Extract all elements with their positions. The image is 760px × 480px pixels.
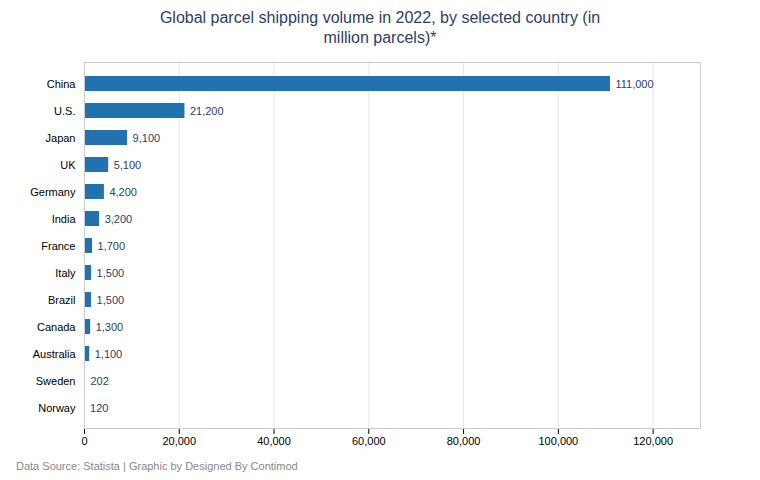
svg-text:Sweden: Sweden [36, 375, 76, 387]
svg-text:Norway: Norway [38, 402, 76, 414]
svg-text:1,100: 1,100 [95, 348, 123, 360]
svg-text:Germany: Germany [30, 186, 76, 198]
html-text:Data Source: Statista | Graphi: Data Source: Statista | Graphic by Desig… [16, 460, 298, 472]
svg-text:1,500: 1,500 [97, 267, 125, 279]
svg-text:India: India [52, 213, 77, 225]
svg-text:Australia: Australia [33, 348, 77, 360]
svg-text:120,000: 120,000 [633, 435, 673, 447]
svg-text:9,100: 9,100 [133, 132, 161, 144]
svg-text:202: 202 [90, 375, 108, 387]
svg-text:100,000: 100,000 [538, 435, 578, 447]
svg-text:111,000: 111,000 [615, 78, 653, 90]
svg-text:China: China [47, 78, 77, 90]
svg-text:Canada: Canada [37, 321, 76, 333]
svg-text:Japan: Japan [46, 132, 76, 144]
html-text:Global parcel shipping volume: Global parcel shipping volume in 2022, b… [159, 9, 601, 46]
svg-text:60,000: 60,000 [352, 435, 386, 447]
svg-text:France: France [41, 240, 75, 252]
svg-text:Italy: Italy [55, 267, 76, 279]
svg-text:80,000: 80,000 [447, 435, 481, 447]
svg-text:5,100: 5,100 [114, 159, 142, 171]
svg-text:1,700: 1,700 [98, 240, 126, 252]
svg-text:0: 0 [81, 435, 87, 447]
svg-text:21,200: 21,200 [190, 105, 224, 117]
svg-text:1,500: 1,500 [97, 294, 125, 306]
svg-text:3,200: 3,200 [105, 213, 133, 225]
svg-text:1,300: 1,300 [96, 321, 124, 333]
svg-text:Brazil: Brazil [48, 294, 76, 306]
svg-text:U.S.: U.S. [54, 105, 75, 117]
svg-text:20,000: 20,000 [162, 435, 196, 447]
svg-text:40,000: 40,000 [257, 435, 291, 447]
svg-text:4,200: 4,200 [109, 186, 137, 198]
svg-text:UK: UK [60, 159, 76, 171]
svg-text:120: 120 [90, 402, 108, 414]
